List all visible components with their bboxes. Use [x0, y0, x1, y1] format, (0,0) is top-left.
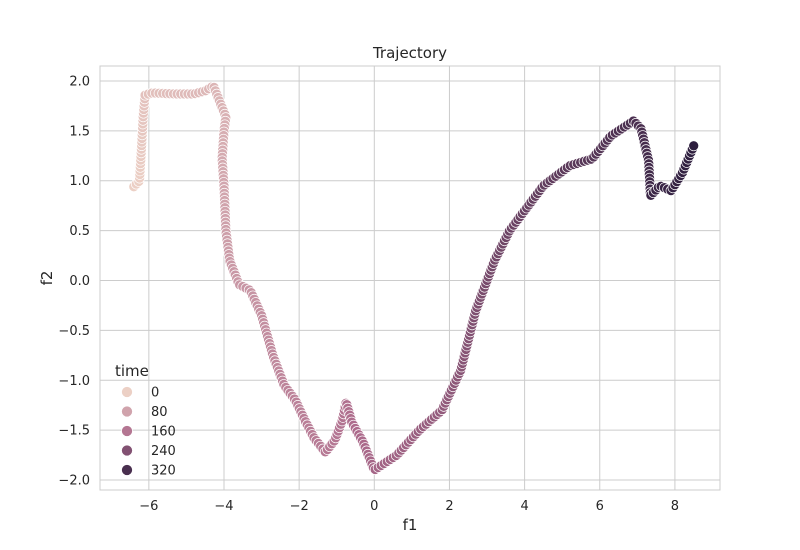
- y-tick-label: 1.0: [69, 174, 90, 189]
- x-axis-ticks: −6 −4 −2 0 2 4 6 8: [139, 499, 679, 514]
- x-tick-label: −6: [139, 499, 158, 514]
- legend-marker: [121, 386, 133, 398]
- x-tick-label: 0: [370, 499, 378, 514]
- x-tick-label: −4: [214, 499, 233, 514]
- legend-title: time: [115, 362, 149, 380]
- legend-marker: [121, 444, 133, 457]
- y-axis-label: f2: [38, 271, 56, 286]
- legend-marker: [121, 405, 133, 418]
- y-tick-label: 2.0: [69, 74, 90, 89]
- chart-title: Trajectory: [372, 44, 447, 62]
- legend-label: 0: [151, 386, 159, 401]
- data-points: [128, 81, 700, 475]
- legend: time 0 80 160 240 320: [115, 362, 176, 479]
- y-tick-label: −0.5: [58, 324, 90, 339]
- data-point: [688, 140, 700, 152]
- x-tick-label: 8: [671, 499, 679, 514]
- x-tick-label: 2: [445, 499, 453, 514]
- y-tick-label: −1.5: [58, 424, 90, 439]
- grid: [100, 66, 720, 490]
- legend-label: 240: [151, 444, 176, 459]
- y-tick-label: 1.5: [69, 124, 90, 139]
- legend-label: 80: [151, 405, 168, 420]
- legend-marker: [121, 425, 133, 437]
- y-tick-label: −1.0: [58, 374, 90, 389]
- legend-marker: [121, 464, 133, 476]
- x-tick-label: 4: [520, 499, 528, 514]
- legend-label: 160: [151, 425, 176, 440]
- y-tick-label: 0.0: [69, 274, 90, 289]
- y-tick-label: 0.5: [69, 224, 90, 239]
- legend-entries: 0 80 160 240 320: [121, 386, 176, 479]
- x-axis-label: f1: [403, 516, 418, 534]
- legend-label: 320: [151, 464, 176, 479]
- x-tick-label: −2: [290, 499, 309, 514]
- y-tick-label: −2.0: [58, 474, 90, 489]
- y-axis-ticks: −2.0 −1.5 −1.0 −0.5 0.0 0.5 1.0 1.5 2.0: [58, 74, 90, 488]
- x-tick-label: 6: [596, 499, 604, 514]
